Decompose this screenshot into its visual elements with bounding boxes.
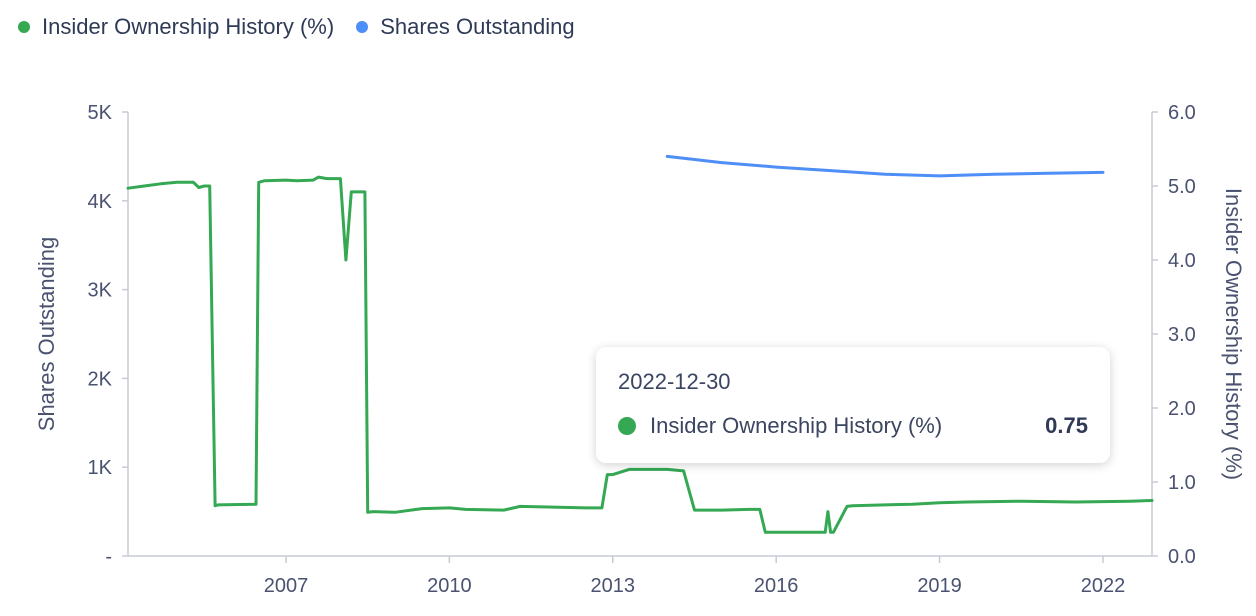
- right-axis-tick-label: 3.0: [1168, 324, 1196, 346]
- left-axis-title: Shares Outstanding: [34, 237, 59, 431]
- legend-label-shares: Shares Outstanding: [380, 14, 575, 39]
- x-axis-tick-label: 2007: [264, 575, 309, 597]
- legend-item-insider[interactable]: Insider Ownership History (%): [18, 14, 334, 40]
- right-axis-tick-label: 5.0: [1168, 176, 1196, 198]
- chart-tooltip: 2022-12-30 Insider Ownership History (%)…: [596, 347, 1110, 463]
- tooltip-row: Insider Ownership History (%) 0.75: [618, 413, 1088, 439]
- right-axis-tick-label: 0.0: [1168, 546, 1196, 568]
- left-axis-tick-label: 3K: [88, 280, 113, 302]
- right-axis-title: Insider Ownership History (%): [1221, 188, 1246, 480]
- x-axis-tick-label: 2010: [427, 575, 472, 597]
- left-axis-tick-label: 4K: [88, 191, 113, 213]
- left-axis-tick-label: 1K: [88, 457, 113, 479]
- right-axis-tick-label: 2.0: [1168, 398, 1196, 420]
- legend-marker-shares: [356, 21, 369, 33]
- x-axis-tick-label: 2016: [754, 575, 799, 597]
- left-axis-tick-label: -: [105, 546, 112, 568]
- x-axis-tick-label: 2022: [1081, 575, 1126, 597]
- tooltip-date: 2022-12-30: [618, 369, 731, 394]
- left-axis-tick-label: 5K: [88, 102, 113, 124]
- x-axis-tick-label: 2013: [591, 575, 636, 597]
- tooltip-series-label: Insider Ownership History (%): [650, 413, 943, 438]
- shares-outstanding-line: [665, 154, 1105, 178]
- legend-marker-insider: [18, 21, 30, 33]
- legend-item-shares[interactable]: Shares Outstanding: [356, 14, 575, 40]
- tooltip-series-marker: [618, 417, 636, 435]
- x-axis-tick-label: 2019: [917, 575, 962, 597]
- tooltip-series-value: 0.75: [1045, 413, 1088, 438]
- right-axis-tick-label: 4.0: [1168, 250, 1196, 272]
- right-axis-tick-label: 6.0: [1168, 102, 1196, 124]
- legend-label-insider: Insider Ownership History (%): [42, 14, 335, 39]
- right-axis-tick-label: 1.0: [1168, 472, 1196, 494]
- left-axis-tick-label: 2K: [88, 368, 113, 390]
- insider-ownership-line: [126, 175, 1154, 534]
- chart-legend: Insider Ownership History (%) Shares Out…: [18, 14, 575, 40]
